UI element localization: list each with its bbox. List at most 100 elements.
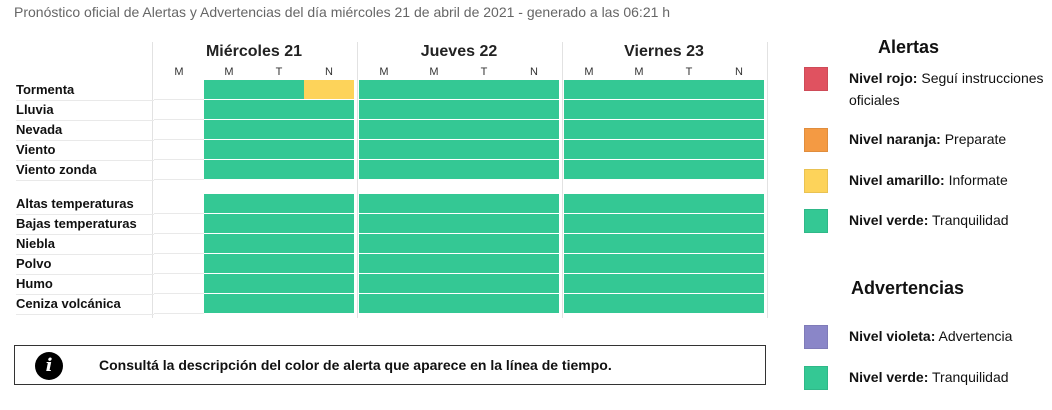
period-label: T [685, 66, 693, 78]
alert-cell-verde [664, 214, 714, 234]
alert-cell-verde [409, 80, 459, 100]
alert-cell-verde [564, 254, 614, 274]
phenomenon-label: Viento zonda [16, 160, 154, 181]
alert-cell-verde [409, 194, 459, 214]
legend-level-desc: Advertencia [938, 328, 1013, 344]
alert-cell-verde [254, 140, 304, 160]
alert-cell-verde [509, 120, 559, 140]
alert-cell-verde [564, 214, 614, 234]
legend-level-name: Nivel verde: [849, 212, 929, 228]
alert-cell-verde [459, 274, 509, 294]
alert-cell-verde [614, 160, 664, 180]
alert-cell-verde [714, 120, 764, 140]
alert-cell-verde [664, 120, 714, 140]
alert-cell-verde [359, 100, 409, 120]
alert-cell-verde [459, 100, 509, 120]
alert-cell-verde [664, 234, 714, 254]
alert-cell-empty [154, 214, 204, 234]
legend-level-name: Nivel violeta: [849, 328, 936, 344]
alert-cell-verde [564, 194, 614, 214]
phenomenon-label: Ceniza volcánica [16, 294, 154, 315]
legend-level-desc: Tranquilidad [932, 369, 1009, 385]
alert-cell-empty [154, 80, 204, 100]
alert-cell-empty [154, 254, 204, 274]
period-label: M [429, 66, 439, 78]
legend-text: Nivel rojo: Seguí instrucciones oficiale… [849, 67, 1049, 111]
alert-cell-verde [459, 194, 509, 214]
alert-cell-verde [459, 140, 509, 160]
alert-cell-verde [254, 160, 304, 180]
alert-cell-verde [204, 194, 254, 214]
legend-level-name: Nivel verde: [849, 369, 929, 385]
alert-cell-verde [714, 194, 764, 214]
legend-text: Nivel verde: Tranquilidad [849, 209, 1049, 231]
phenomenon-label: Viento [16, 140, 154, 161]
legend-level-name: Nivel amarillo: [849, 172, 945, 188]
phenomenon-label: Nevada [16, 120, 154, 141]
alert-cell-verde [714, 294, 764, 314]
alert-cell-verde [409, 294, 459, 314]
alert-cell-verde [614, 294, 664, 314]
alert-cell-verde [614, 234, 664, 254]
alert-cell-verde [664, 274, 714, 294]
info-box: i Consultá la descripción del color de a… [14, 345, 766, 385]
alert-cell-verde [359, 214, 409, 234]
alert-cell-verde [664, 194, 714, 214]
alert-cell-verde [564, 140, 614, 160]
alert-cell-verde [714, 80, 764, 100]
alert-cell-verde [409, 140, 459, 160]
alert-cell-verde [359, 160, 409, 180]
info-icon: i [35, 352, 63, 380]
alert-cell-verde [304, 140, 354, 160]
alert-cell-verde [459, 120, 509, 140]
alert-cell-verde [714, 140, 764, 160]
day-header: Miércoles 21 [205, 43, 303, 60]
day-header: Jueves 22 [420, 43, 498, 60]
alert-cell-verde [614, 140, 664, 160]
alert-cell-verde [664, 160, 714, 180]
alert-cell-empty [154, 294, 204, 314]
alert-cell-verde [254, 214, 304, 234]
day-header: Viernes 23 [624, 43, 704, 60]
phenomenon-label: Humo [16, 274, 154, 295]
alert-cell-verde [409, 214, 459, 234]
alert-cell-empty [154, 274, 204, 294]
alert-cell-verde [714, 214, 764, 234]
day-separator [562, 42, 563, 318]
alert-cell-empty [154, 160, 204, 180]
legend-text: Nivel verde: Tranquilidad [849, 366, 1049, 388]
legend-swatch-naranja [804, 128, 828, 152]
alert-cell-verde [564, 120, 614, 140]
alert-cell-amarillo [304, 80, 354, 100]
alert-cell-verde [564, 294, 614, 314]
legend-swatch-verde [804, 209, 828, 233]
period-label: M [634, 66, 644, 78]
legend-swatch-verde [804, 366, 828, 390]
alert-cell-verde [204, 120, 254, 140]
alert-cell-verde [254, 100, 304, 120]
alert-cell-empty [154, 120, 204, 140]
legend-text: Nivel amarillo: Informate [849, 169, 1049, 191]
alert-cell-verde [359, 194, 409, 214]
period-label: N [735, 66, 743, 78]
period-label: M [379, 66, 389, 78]
alert-cell-verde [204, 100, 254, 120]
alert-cell-verde [459, 214, 509, 234]
legend-alertas-title: Alertas [878, 37, 940, 57]
alert-cell-empty [154, 140, 204, 160]
alert-cell-empty [154, 194, 204, 214]
alert-cell-verde [359, 254, 409, 274]
day-separator [767, 42, 768, 318]
legend-swatch-rojo [804, 67, 828, 91]
alert-cell-verde [204, 80, 254, 100]
alert-cell-verde [304, 160, 354, 180]
alert-cell-verde [664, 80, 714, 100]
period-label: N [325, 66, 333, 78]
alert-cell-verde [409, 100, 459, 120]
alert-timeline: Miércoles 21 M M T N Jueves 22 M M T N Viernes 23 M… [14, 40, 774, 320]
legend-level-name: Nivel rojo: [849, 70, 918, 86]
legend-advertencias-title: Advertencias [851, 278, 965, 298]
alert-cell-verde [204, 294, 254, 314]
alert-cell-verde [204, 234, 254, 254]
phenomenon-label: Tormenta [16, 80, 154, 101]
